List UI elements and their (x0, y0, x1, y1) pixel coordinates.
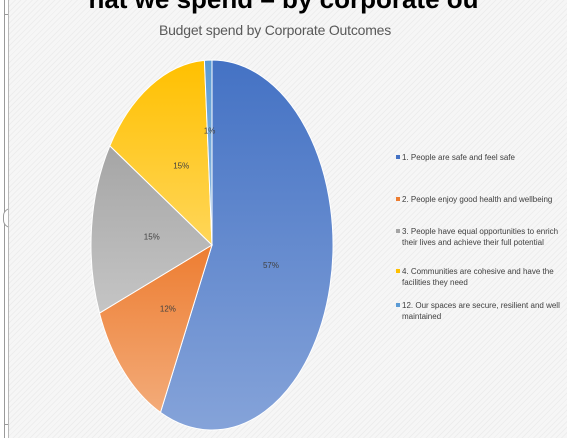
slide-heading-fragment: hat we spend – by corporate ou (0, 0, 567, 15)
legend-swatch (396, 155, 400, 159)
pie-slice[interactable] (159, 59, 334, 431)
legend-label: 12. Our spaces are secure, resilient and… (402, 301, 560, 321)
pie-slices (90, 59, 334, 431)
pie-data-label: 1% (204, 126, 216, 135)
pie-slice[interactable] (90, 144, 213, 314)
pie-data-labels: 57% 12% 15% 15% 1% (144, 126, 279, 313)
legend-item[interactable]: 3. People have equal opportunities to en… (396, 226, 566, 248)
legend-swatch (396, 229, 400, 233)
pie-slice[interactable] (98, 243, 213, 414)
legend-item[interactable]: 1. People are safe and feel safe (396, 152, 566, 163)
left-border-tick (4, 424, 10, 425)
legend-label: 3. People have equal opportunities to en… (402, 227, 559, 247)
legend-label: 2. People enjoy good health and wellbein… (402, 195, 553, 204)
legend-swatch (396, 197, 400, 201)
legend-label: 1. People are safe and feel safe (402, 153, 515, 162)
legend-item[interactable]: 4. Communities are cohesive and have the… (396, 266, 566, 288)
pie-slice[interactable] (203, 59, 213, 246)
legend-swatch (396, 269, 400, 273)
pie-data-label: 12% (160, 304, 176, 313)
pie-data-label: 15% (173, 161, 189, 170)
chart-title: Budget spend by Corporate Outcomes (158, 22, 392, 38)
pie-slice[interactable] (109, 59, 213, 247)
legend-swatch (396, 303, 400, 307)
legend-label: 4. Communities are cohesive and have the… (402, 267, 554, 287)
left-border-tick (4, 14, 10, 15)
pie-data-label: 15% (144, 232, 160, 241)
pie-data-label: 57% (263, 261, 279, 270)
legend-item[interactable]: 2. People enjoy good health and wellbein… (396, 194, 566, 205)
resize-handle[interactable] (3, 208, 12, 228)
legend-item[interactable]: 12. Our spaces are secure, resilient and… (396, 300, 566, 322)
